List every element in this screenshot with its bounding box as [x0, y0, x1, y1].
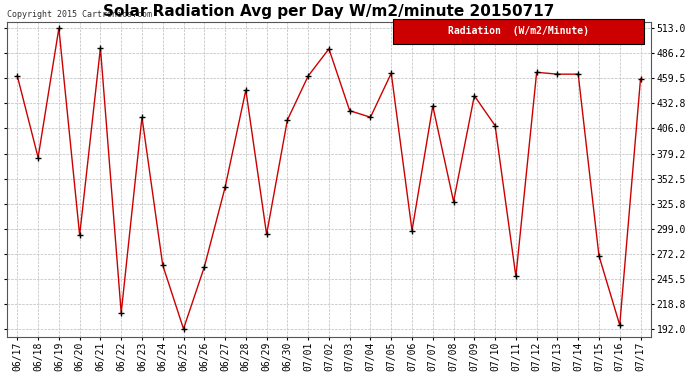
Text: Copyright 2015 Cartronics.com: Copyright 2015 Cartronics.com — [7, 10, 152, 19]
FancyBboxPatch shape — [393, 19, 644, 44]
Text: Radiation  (W/m2/Minute): Radiation (W/m2/Minute) — [448, 26, 589, 36]
Title: Solar Radiation Avg per Day W/m2/minute 20150717: Solar Radiation Avg per Day W/m2/minute … — [104, 4, 555, 19]
